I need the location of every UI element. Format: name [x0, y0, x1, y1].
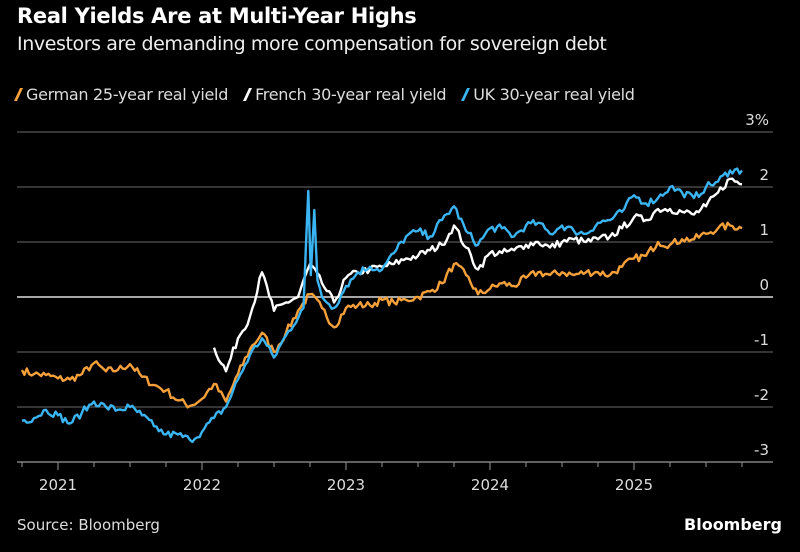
chart-title: Real Yields Are at Multi-Year Highs [17, 4, 417, 28]
legend-item-german: German 25-year real yield [13, 85, 229, 104]
legend-label-french: French 30-year real yield [255, 85, 447, 104]
chart-subtitle: Investors are demanding more compensatio… [17, 33, 607, 55]
series-line-uk [21, 167, 743, 444]
series-line-german [20, 221, 743, 409]
y-tick-label: -3 [754, 441, 769, 459]
x-tick-label: 2021 [39, 476, 77, 494]
y-tick-label: 2 [759, 166, 769, 184]
y-tick-label: -2 [754, 386, 769, 404]
x-tick-label: 2025 [615, 476, 653, 494]
y-tick-label: -1 [754, 331, 769, 349]
bloomberg-logo: Bloomberg [684, 515, 782, 534]
legend-label-german: German 25-year real yield [26, 85, 229, 104]
legend-item-uk: UK 30-year real yield [461, 85, 635, 104]
x-tick-label: 2022 [183, 476, 221, 494]
legend-label-uk: UK 30-year real yield [473, 85, 635, 104]
x-tick-label: 2024 [471, 476, 509, 494]
legend: German 25-year real yield French 30-year… [13, 85, 635, 104]
series-line-french [212, 177, 743, 373]
legend-item-french: French 30-year real yield [243, 85, 447, 104]
y-tick-label: 0 [759, 276, 769, 294]
source-note: Source: Bloomberg [17, 516, 160, 534]
y-tick-label: 3% [745, 111, 769, 129]
y-tick-label: 1 [759, 221, 769, 239]
x-tick-label: 2023 [327, 476, 365, 494]
